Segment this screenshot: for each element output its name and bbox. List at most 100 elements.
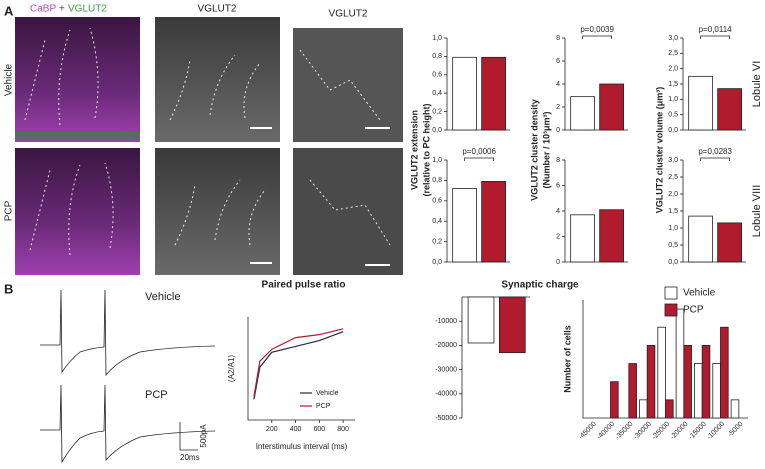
micrograph-decor <box>15 132 140 140</box>
y-tick-label: 0,0 <box>668 259 678 266</box>
y-tick-label: 0 <box>556 127 560 134</box>
y-tick-label: 0,5 <box>668 112 678 119</box>
micrograph <box>15 148 140 275</box>
y-tick-label: 0,0 <box>432 127 442 134</box>
y-tick-label: 1,5 <box>668 81 678 88</box>
sig-bracket <box>464 157 495 161</box>
bar <box>639 399 648 419</box>
bar <box>701 344 711 419</box>
x-axis-label: Interstimulus interval (ms) <box>256 442 348 451</box>
bar <box>665 399 674 419</box>
x-tick-label: -10000 <box>706 421 726 441</box>
x-tick-label: -20000 <box>669 421 689 441</box>
y-tick-label: 0,0 <box>668 127 678 134</box>
y-tick-label: 2 <box>556 104 560 111</box>
bar <box>730 399 740 419</box>
row-label: PCP <box>4 200 15 221</box>
y-tick-label: 2,5 <box>668 50 678 57</box>
trace <box>40 384 216 464</box>
x-tick-label: 600 <box>313 426 325 433</box>
axis <box>247 317 355 421</box>
axis <box>582 300 748 419</box>
bar <box>646 344 656 419</box>
sig-label: p=0,0039 <box>580 25 614 34</box>
y-tick-label: 2 <box>556 233 560 240</box>
sig-bracket <box>700 157 731 161</box>
sig-label: p=0,0006 <box>462 147 496 156</box>
y-tick-label: 3,0 <box>668 35 678 42</box>
y-axis-label: VGLUT2 cluster density <box>529 99 539 201</box>
sig-label: p=0,0283 <box>698 147 732 156</box>
y-tick-label: 3,0 <box>668 157 678 164</box>
bar <box>570 214 596 263</box>
y-axis-label: Number of cells <box>562 325 572 393</box>
sig-label: p=0,0114 <box>699 25 733 34</box>
y-tick-label: 8 <box>556 157 560 164</box>
chart-title: Synaptic charge <box>501 280 579 291</box>
y-tick-label: 0,2 <box>432 108 442 115</box>
y-tick-label: 1,0 <box>432 157 442 164</box>
y-tick-label: 2,5 <box>668 174 678 181</box>
stain-label: CaBP <box>30 4 56 15</box>
x-tick-label: -45000 <box>578 421 598 441</box>
x-tick-label: 400 <box>290 426 302 433</box>
bar <box>481 56 506 131</box>
legend-label: Vehicle <box>316 390 339 397</box>
x-tick-label: -25000 <box>651 421 671 441</box>
legend-label: Vehicle <box>683 288 716 299</box>
series-line <box>253 331 344 400</box>
y-tick-label: 0,6 <box>432 72 442 79</box>
y-tick-label: 8 <box>556 35 560 42</box>
row-label: Vehicle <box>4 63 15 96</box>
y-tick-label: 1,0 <box>668 96 678 103</box>
bar <box>688 75 714 131</box>
y-tick-label: 4 <box>556 208 560 215</box>
bar <box>720 326 729 419</box>
y-axis-label: (Number / 10³μm³) <box>541 111 551 188</box>
micrograph <box>155 17 280 142</box>
bar <box>467 296 495 344</box>
trace <box>40 289 216 377</box>
panel-letter: B <box>4 281 13 296</box>
y-axis-label: (A2/A1) <box>227 355 236 382</box>
stain-label: VGLUT2 <box>329 9 368 20</box>
bar <box>452 188 478 263</box>
bar <box>717 222 742 263</box>
bar <box>628 363 637 419</box>
y-tick-label: -10000 <box>435 318 457 325</box>
stain-label: VGLUT2 <box>68 4 107 15</box>
x-tick-label: -15000 <box>688 421 708 441</box>
bar <box>688 215 714 263</box>
y-tick-label: 0,0 <box>432 259 442 266</box>
bar <box>717 88 742 131</box>
y-tick-label: -20000 <box>435 342 457 349</box>
y-tick-label: 0 <box>556 259 560 266</box>
x-tick-label: 200 <box>266 426 278 433</box>
legend-swatch <box>664 286 678 300</box>
y-tick-label: 6 <box>556 182 560 189</box>
bar <box>683 344 692 419</box>
sig-bracket <box>582 35 613 39</box>
y-tick-label: 0,8 <box>432 53 442 60</box>
y-tick-label: 1,5 <box>668 208 678 215</box>
y-tick-label: 0,4 <box>432 218 442 225</box>
bar <box>694 363 703 419</box>
panel-letter: A <box>4 3 14 18</box>
scale-label: 500pA <box>199 424 208 448</box>
y-tick-label: -40000 <box>435 391 457 398</box>
stain-label: VGLUT2 <box>198 4 237 15</box>
y-tick-label: -50000 <box>435 415 457 422</box>
y-tick-label: 2,0 <box>668 191 678 198</box>
x-tick-label: -30000 <box>633 421 653 441</box>
bar <box>599 209 624 263</box>
micrograph <box>15 17 140 142</box>
series-line <box>253 328 344 397</box>
legend-label: PCP <box>316 403 331 410</box>
x-tick-label: -40000 <box>596 421 616 441</box>
legend-swatch <box>664 303 678 317</box>
micrograph <box>155 148 280 275</box>
y-tick-label: 1,0 <box>668 225 678 232</box>
scale-bar <box>179 422 198 451</box>
y-tick-label: 0,6 <box>432 198 442 205</box>
bar <box>481 181 506 263</box>
